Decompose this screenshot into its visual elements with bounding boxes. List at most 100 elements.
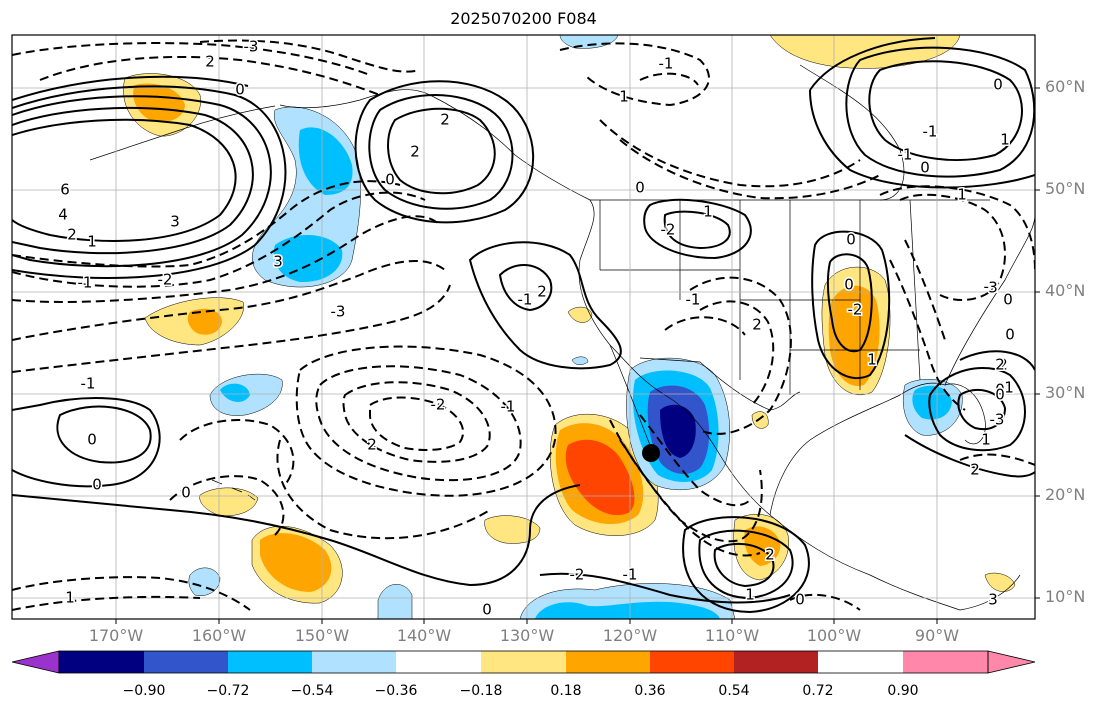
contour-label: -2 [661,221,676,239]
dashed-us-2 [699,300,775,406]
colorbar-tick-label: 0.36 [634,683,666,699]
colorbar [11,650,1036,674]
lon-label-90w: 90°W [914,626,960,645]
shade-blue-1a [298,127,353,195]
contour-solid-south [539,572,791,604]
contour-label: 1 [1004,379,1014,397]
coastline-layer [89,64,1035,611]
dashed-sw-2 [179,419,295,486]
contour-label: -2 [431,396,446,414]
dashed-lakes-3 [889,259,966,411]
dashed-central-4 [295,345,557,497]
contour-high-ne-3 [809,37,1035,189]
contour-label: 0 [235,81,245,99]
contour-layer [12,37,1035,614]
colorbar-swatch [312,651,396,673]
lon-label-110w: 110°W [704,626,760,645]
shade-lightblue-9 [571,356,589,365]
contour-1-low-center [468,241,622,370]
contour-label: 2 [537,283,547,301]
lon-label-170w: 170°W [88,626,144,645]
contour-label: -3 [990,411,1005,429]
dashed-mex-2 [609,419,761,557]
contour-high-ne-1 [868,60,1023,161]
contour-solid-gulf-2 [957,388,1007,430]
contour-label: 1 [65,589,75,607]
contour-label: 2 [410,143,420,161]
contour-label: 0 [993,76,1003,94]
contour-label: 1 [619,88,629,106]
lon-label-130w: 130°W [499,626,555,645]
contour-label: 0 [920,159,930,177]
shade-yellow-3 [199,487,259,516]
aleutians [89,105,276,161]
dashed-central-5 [276,439,491,540]
contour-label: -3 [244,38,259,56]
dashed-west-3 [12,215,441,303]
colorbar-tick-label: −0.72 [206,683,250,699]
colorbar-tick-label: −0.54 [290,683,334,699]
tick-marks [115,87,1040,624]
dashed-central-3 [369,396,465,451]
dashed-canada-2 [619,139,881,200]
lon-label-140w: 140°W [396,626,452,645]
colorbar-swatch [734,651,818,673]
contour-label: -1 [78,274,93,292]
dashed-central-1 [315,365,522,482]
contour-label: 2 [67,226,77,244]
contour-label: 0 [795,591,805,609]
contour-label: 0 [846,231,856,249]
contour-high-mid-2 [663,210,731,250]
dashed-lakes-2 [879,185,1035,271]
colorbar-swatch [228,651,312,673]
shade-orange-1 [133,83,185,122]
dashed-west-1 [12,180,401,268]
shade-orange-4 [260,533,332,592]
contour-solid-south-low [698,529,794,600]
contour-label: -2 [158,271,173,289]
lon-label-100w: 100°W [806,626,862,645]
shading-layer [123,35,1016,619]
lat-label-50n: 50°N [1045,179,1086,198]
dashed-top-3 [199,39,421,73]
contour-label: 0 [92,476,102,494]
colorbar-extend-min [11,650,60,674]
dashed-west-2 [12,191,426,288]
contour-solid-southwest-2 [12,397,161,488]
shade-blue-2 [220,383,250,402]
lat-label-60n: 60°N [1045,77,1086,96]
colorbar-frame [58,650,989,674]
contour-label: 0 [844,276,854,294]
shade-blue-1b [273,234,343,283]
contour-label: 1 [957,186,967,204]
contour-label: 0 [1005,326,1015,344]
contour-label: -1 [623,566,638,584]
contour-label: 0 [482,601,492,619]
contour-label: 2 [970,461,980,479]
colorbar-swatch [396,651,481,673]
plot-frame [11,34,1036,620]
contour-label: -1 [518,291,533,309]
lat-label-20n: 20°N [1045,485,1086,504]
colorbar-swatch [144,651,228,673]
shade-orange-2 [187,308,222,335]
map-title: 2025070200 F084 [450,9,597,28]
storm-center-marker [642,444,660,462]
contour-label: 0 [385,171,395,189]
contour-label: 3 [273,253,283,271]
contour-label: -1 [501,398,516,416]
contour-label: -1 [898,146,913,164]
dashed-se-2 [959,453,1035,466]
contour-label: 6 [60,181,70,199]
contour-label: 1 [87,233,97,251]
shade-orange-8 [828,285,880,386]
colorbar-tick-label: 0.72 [802,683,834,699]
contour-high-mid-1 [643,198,752,260]
contour-high-plains-1 [811,230,891,380]
contour-label: -1 [659,55,674,73]
dashed-canada-1 [599,119,861,188]
colorbar-tick-label: −0.90 [122,683,166,699]
colorbar-extend-max [987,650,1036,674]
alaska [279,89,431,109]
